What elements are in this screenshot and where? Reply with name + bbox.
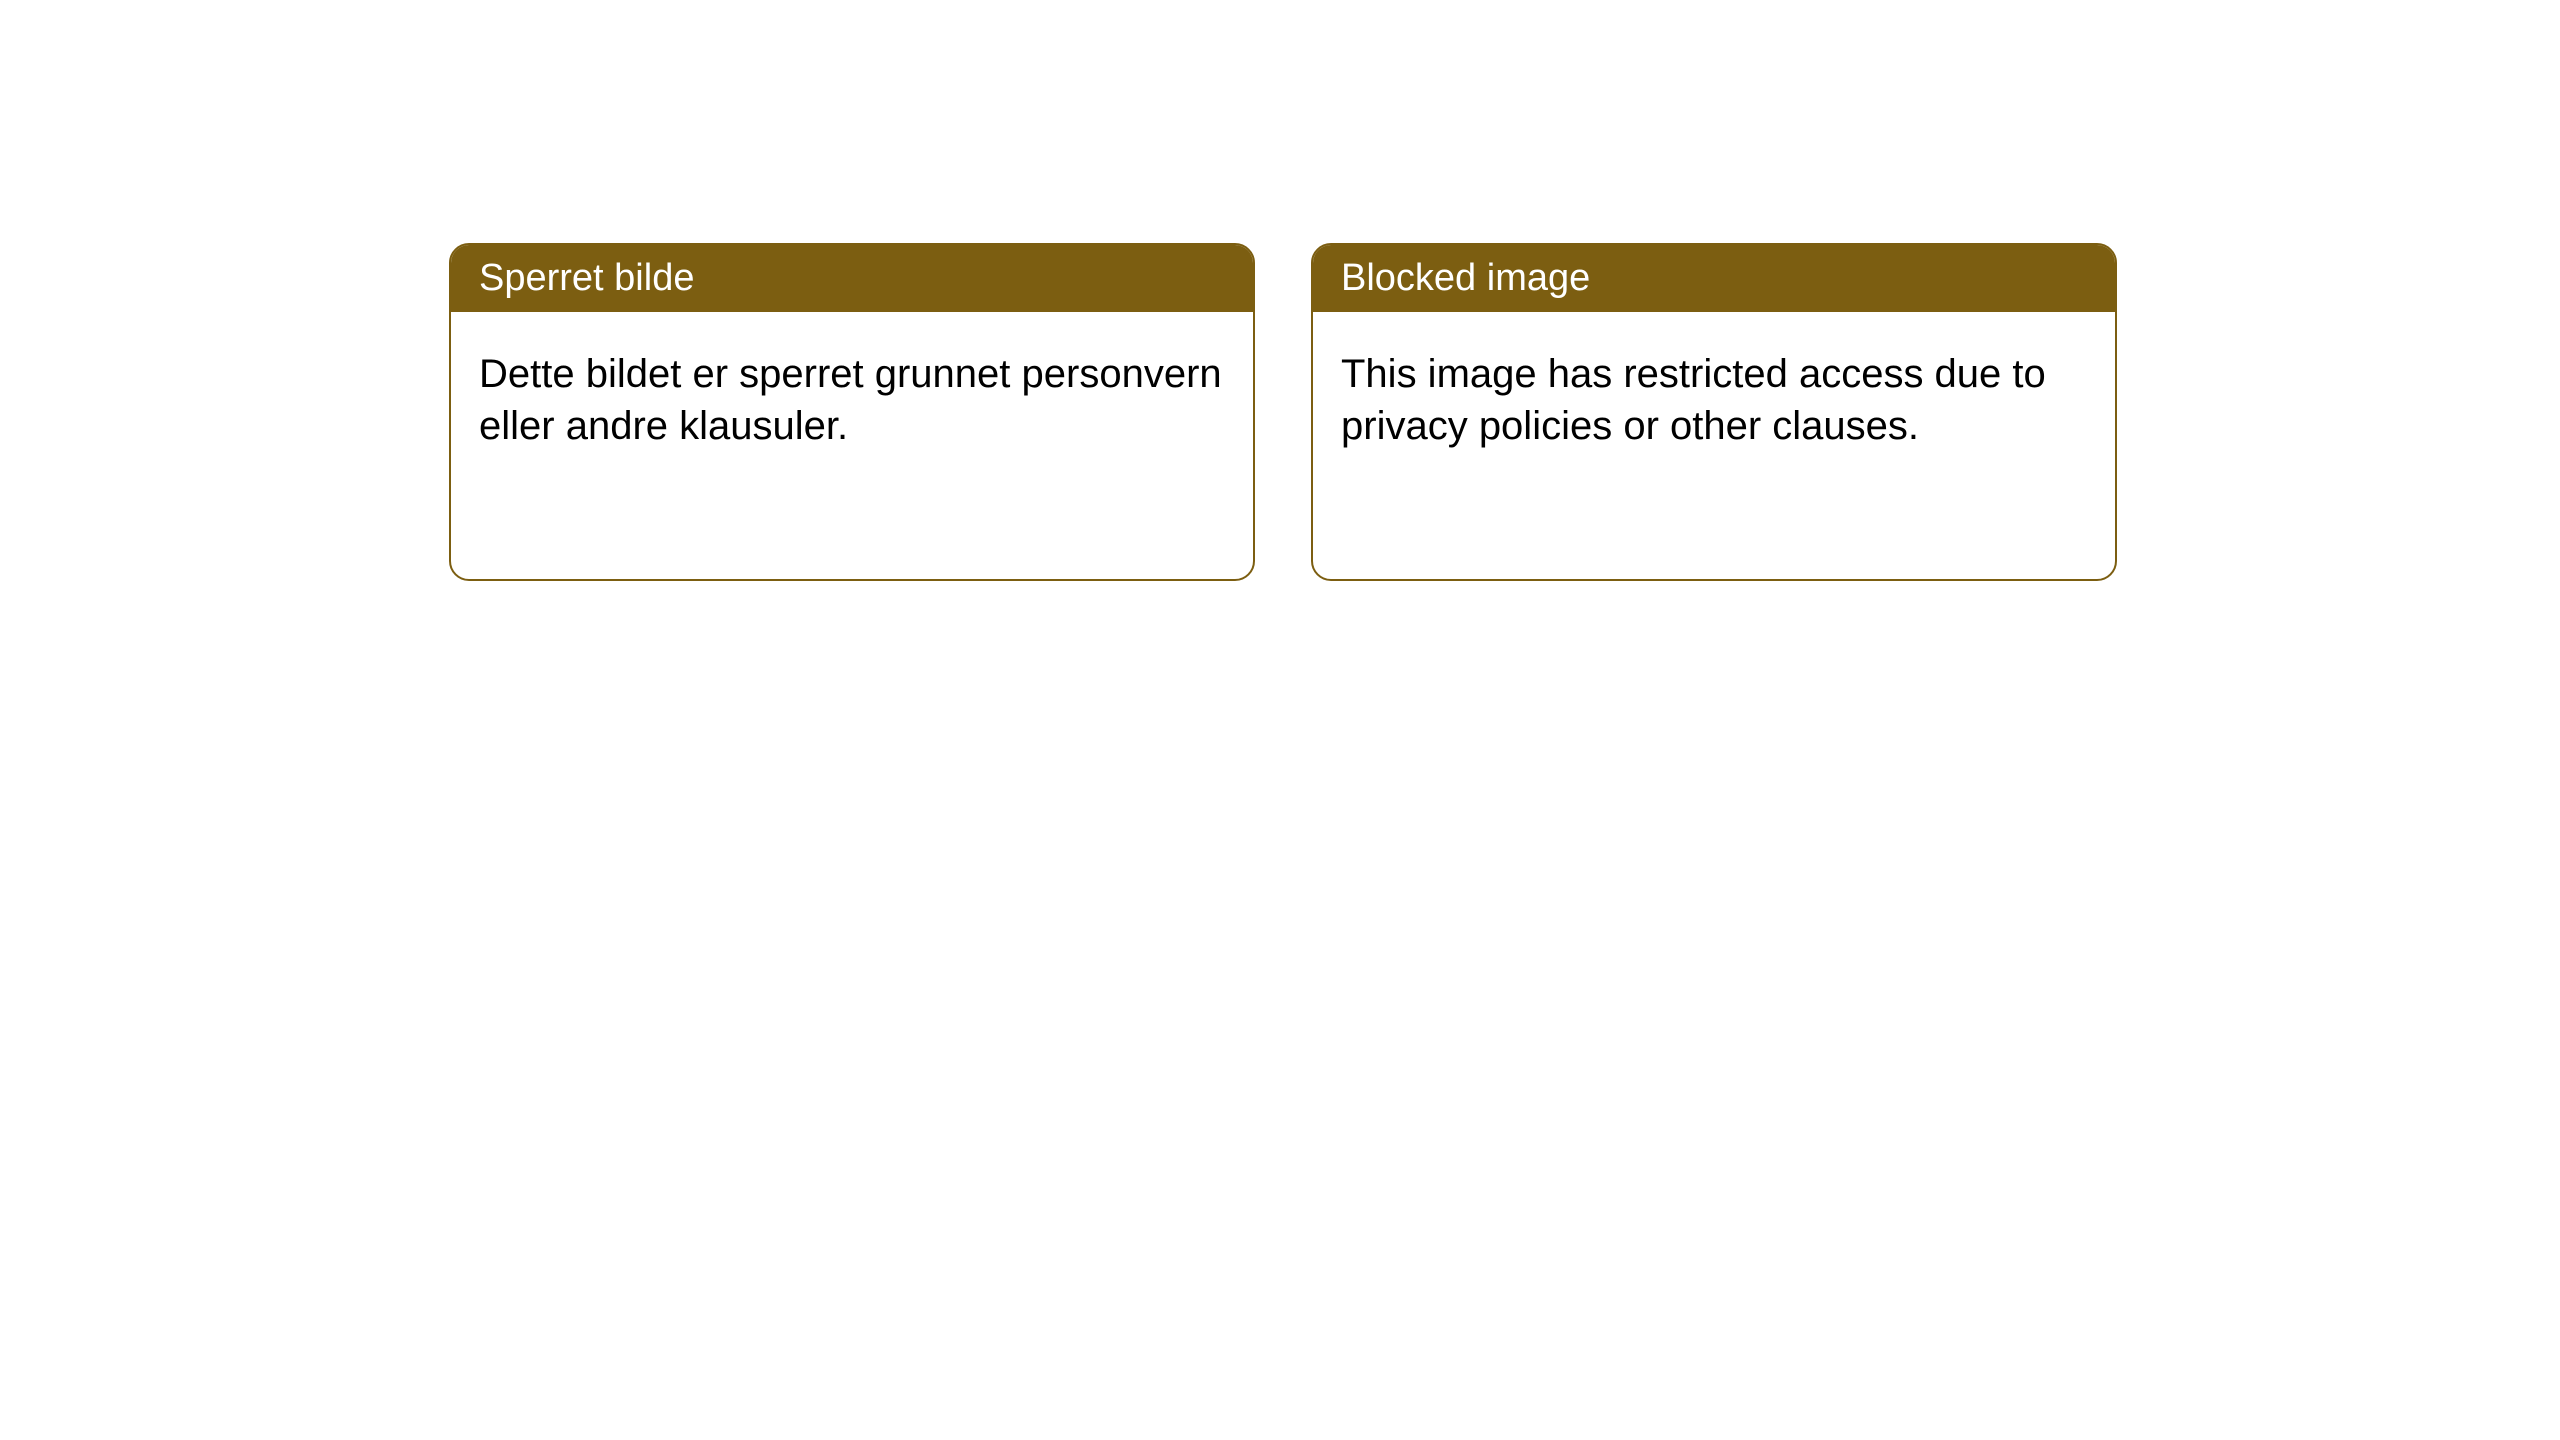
notice-text: This image has restricted access due to … <box>1341 352 2046 448</box>
notice-body-english: This image has restricted access due to … <box>1313 312 2115 488</box>
notice-title: Blocked image <box>1341 257 1590 299</box>
notice-container: Sperret bilde Dette bildet er sperret gr… <box>449 243 2117 581</box>
notice-card-english: Blocked image This image has restricted … <box>1311 243 2117 581</box>
notice-body-norwegian: Dette bildet er sperret grunnet personve… <box>451 312 1253 488</box>
notice-card-norwegian: Sperret bilde Dette bildet er sperret gr… <box>449 243 1255 581</box>
notice-header-english: Blocked image <box>1313 245 2115 312</box>
notice-header-norwegian: Sperret bilde <box>451 245 1253 312</box>
notice-text: Dette bildet er sperret grunnet personve… <box>479 352 1222 448</box>
notice-title: Sperret bilde <box>479 257 694 299</box>
